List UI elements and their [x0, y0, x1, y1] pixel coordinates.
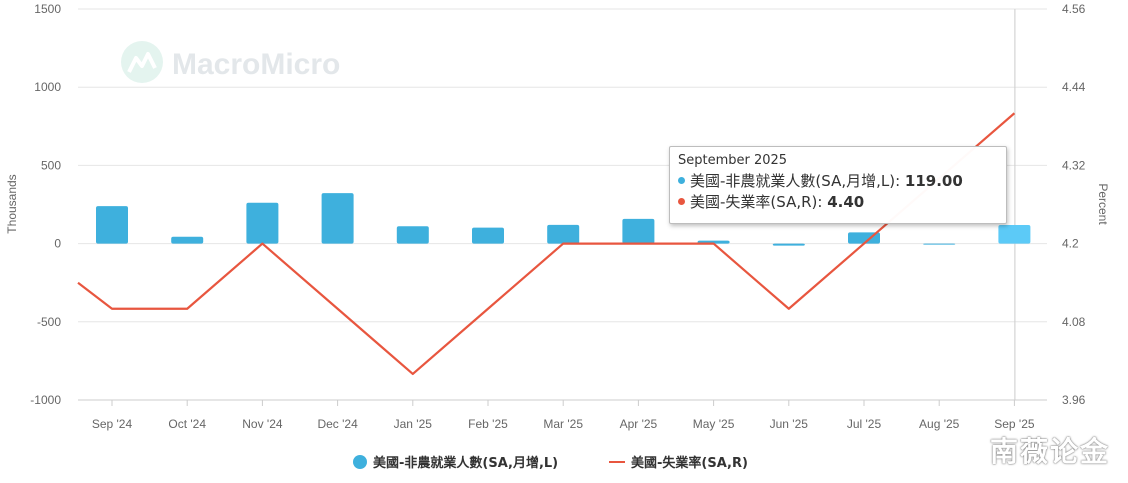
y-right-tick-label: 4.32 — [1062, 158, 1086, 172]
legend-label-unemployment: 美國-失業率(SA,R) — [631, 456, 748, 471]
y-right-tick-label: 4.08 — [1062, 315, 1086, 329]
bar[interactable] — [772, 243, 805, 246]
y-left-title: Thousands — [5, 174, 19, 233]
tooltip-payrolls-value: 119.00 — [904, 172, 963, 190]
legend: 美國-非農就業人數(SA,月增,L) 美國-失業率(SA,R) — [0, 452, 1128, 478]
y-right-tick-label: 3.96 — [1062, 393, 1086, 407]
bar[interactable] — [998, 224, 1031, 244]
y-left-tick-label: -500 — [37, 315, 61, 329]
y-left-tick-label: 500 — [41, 158, 61, 172]
y-right-title: Percent — [1096, 183, 1110, 225]
payrolls-dot-icon — [678, 177, 685, 184]
y-axis-right: 4.56 4.44 4.32 4.2 4.08 3.96 — [1062, 2, 1086, 407]
legend-label-payrolls: 美國-非農就業人數(SA,月增,L) — [373, 456, 559, 471]
y-left-tick-label: -1000 — [30, 393, 61, 407]
bar[interactable] — [246, 202, 279, 244]
x-tick-label: Jun '25 — [770, 417, 809, 431]
macromicro-watermark: MacroMicro — [121, 41, 340, 83]
bar[interactable] — [547, 224, 580, 244]
tooltip-row-payrolls: 美國-非農就業人數(SA,月增,L): 119.00 — [678, 171, 998, 192]
x-tick-label: Sep '25 — [994, 417, 1035, 431]
x-axis: Sep '24 Oct '24 Nov '24 Dec '24 Jan '25 Feb '… — [78, 399, 1047, 431]
line-series[interactable] — [77, 112, 1016, 376]
x-tick-label: Oct '24 — [168, 417, 206, 431]
tooltip-title: September 2025 — [678, 153, 788, 168]
y-right-tick-label: 4.2 — [1062, 237, 1079, 251]
y-left-tick-label: 0 — [54, 237, 61, 251]
bar[interactable] — [171, 236, 204, 244]
x-tick-label: Dec '24 — [317, 417, 358, 431]
y-left-tick-label: 1500 — [34, 2, 61, 16]
x-tick-label: Jan '25 — [394, 417, 433, 431]
unemployment-dot-icon — [678, 198, 685, 205]
tooltip: September 2025 美國-非農就業人數(SA,月增,L): 119.0… — [669, 146, 1007, 224]
x-tick-label: Nov '24 — [242, 417, 283, 431]
y-right-tick-label: 4.56 — [1062, 2, 1086, 16]
bar[interactable] — [472, 227, 504, 244]
legend-circle-icon — [353, 454, 367, 469]
corner-watermark: 南薇论金 — [989, 435, 1110, 468]
legend-item-unemployment[interactable]: 美國-失業率(SA,R) — [609, 452, 748, 471]
x-tick-label: Sep '24 — [92, 417, 133, 431]
x-tick-label: Mar '25 — [543, 417, 583, 431]
legend-item-payrolls[interactable]: 美國-非農就業人數(SA,月增,L) — [353, 452, 558, 471]
bar[interactable] — [321, 193, 354, 244]
y-right-tick-label: 4.44 — [1062, 80, 1086, 94]
bar[interactable] — [848, 232, 880, 244]
x-tick-label: Feb '25 — [468, 417, 508, 431]
x-tick-label: Jul '25 — [847, 417, 882, 431]
tooltip-row-unemployment: 美國-失業率(SA,R): 4.40 — [678, 192, 998, 213]
y-axis-left: 1500 1000 500 0 -500 -1000 — [30, 2, 61, 407]
bar[interactable] — [396, 226, 429, 244]
bar[interactable] — [622, 218, 655, 244]
tooltip-unemployment-label: 美國-失業率(SA,R): — [690, 193, 828, 211]
x-tick-label: May '25 — [693, 417, 735, 431]
bar-series[interactable] — [96, 193, 1031, 246]
bar[interactable] — [923, 243, 956, 245]
x-tick-label: Aug '25 — [919, 417, 960, 431]
tooltip-unemployment-value: 4.40 — [827, 193, 865, 211]
legend-line-icon — [609, 460, 625, 463]
tooltip-payrolls-label: 美國-非農就業人數(SA,月增,L): — [690, 172, 905, 190]
unemployment-line[interactable] — [77, 112, 1016, 376]
y-left-tick-label: 1000 — [34, 80, 61, 94]
watermark-text: MacroMicro — [172, 48, 340, 81]
macromicro-logo-mark — [127, 52, 157, 73]
bar[interactable] — [96, 206, 128, 244]
x-tick-label: Apr '25 — [620, 417, 658, 431]
